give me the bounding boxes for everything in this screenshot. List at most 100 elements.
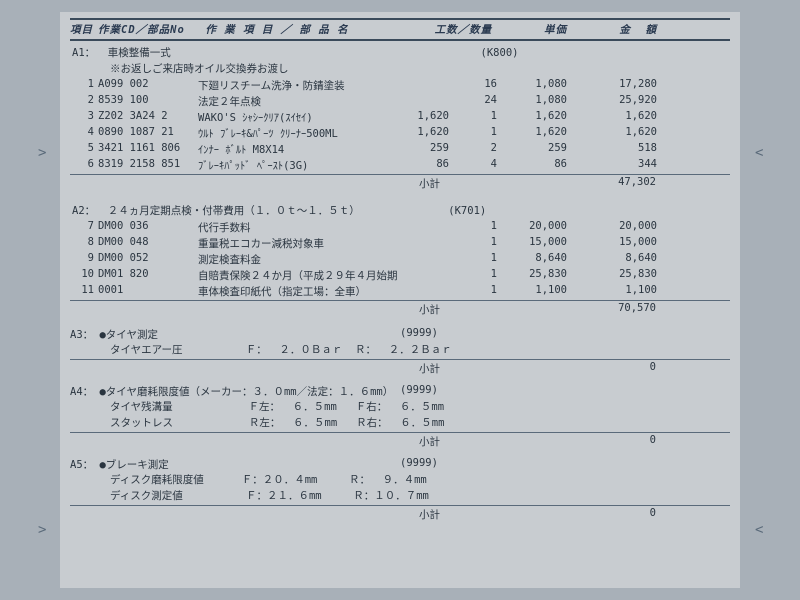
row-kosu: 259 [398,142,453,157]
row-name: WAKO'S ｼｬｼｰｸﾘｱ(ｽｲｾｲ) [198,110,398,125]
measure-line: ディスク磨耗限度値 Ｆ：２０．４mm Ｒ： ９．４mm [70,472,730,488]
row-code: 0890 1087 21 [98,126,198,141]
subtotal-value: 0 [570,507,660,522]
section-a5: A5： ●ブレーキ測定 (9999) ディスク磨耗限度値 Ｆ：２０．４mm Ｒ：… [70,457,730,522]
row-kin: 1,620 [571,110,661,125]
row-kosu [398,236,453,251]
subtotal-label: 小計 [70,302,570,317]
row-code: 0001 [98,284,198,299]
measure-line: タイヤエアー圧 Ｆ： ２．０Ｂａｒ Ｒ： ２．２Ｂａｒ [70,342,730,358]
row-tanka: 259 [501,142,571,157]
row-kosu [398,220,453,235]
table-row: 3Z202 3A24 2WAKO'S ｼｬｼｰｸﾘｱ(ｽｲｾｲ)1,62011,… [70,109,730,125]
row-qty: 16 [453,78,501,93]
row-tanka: 8,640 [501,252,571,267]
row-name: ﾌﾞﾚｰｷﾊﾟｯﾄﾞ ﾍﾟｰｽﾄ(3G) [198,158,398,173]
table-row: 28539 100法定２年点検241,08025,920 [70,93,730,109]
table-row: 53421 1161 806ｲﾝﾅｰ ﾎﾞﾙﾄ M8X142592259518 [70,141,730,157]
table-row: 9DM00 052測定検査料金18,6408,640 [70,251,730,267]
section-note: ※お返しご来店時オイル交換券お渡し [70,61,730,77]
row-num: 2 [70,94,98,109]
section-title: A1： 車検整備一式 (K800) [70,43,730,61]
row-code: A099 002 [98,78,198,93]
row-name: ｲﾝﾅｰ ﾎﾞﾙﾄ M8X14 [198,142,398,157]
row-kin: 1,100 [571,284,661,299]
table-row: 10DM01 820自賠責保険２４か月（平成２９年４月始期から）125,8302… [70,267,730,283]
row-tanka: 15,000 [501,236,571,251]
row-kin: 344 [571,158,661,173]
caret-right-icon: < [755,522,763,538]
row-code: DM00 048 [98,236,198,251]
section-a2: A2： ２４ヵ月定期点検・付帯費用（１．０ｔ～１．５ｔ） (K701) 7DM0… [70,201,730,317]
measure-line: スタットレス Ｒ左： ６．５mm Ｒ右： ６．５mm [70,415,730,431]
row-num: 7 [70,220,98,235]
row-num: 8 [70,236,98,251]
row-kin: 518 [571,142,661,157]
caret-left-icon: > [38,522,46,538]
row-code: 3421 1161 806 [98,142,198,157]
caret-right-icon: < [755,145,763,161]
subtotal-label: 小計 [70,176,570,191]
col-tanka: 単価 [501,22,571,37]
row-code: 8539 100 [98,94,198,109]
subtotal-row: 小計 70,570 [70,300,730,317]
row-tanka: 25,830 [501,268,571,283]
table-row: 1A099 002下廻リスチーム洗浄・防錆塗装161,08017,280 [70,77,730,93]
section-title: A4： ●タイヤ磨耗限度値（メーカー：３．０mm／法定：１．６mm） (9999… [70,384,730,399]
row-kosu [398,268,453,283]
row-name: 自賠責保険２４か月（平成２９年４月始期から） [198,268,398,283]
row-qty: 1 [453,126,501,141]
row-name: ｳﾙﾄ ﾌﾞﾚｰｷ&ﾊﾟｰﾂ ｸﾘｰﾅｰ500ML [198,126,398,141]
col-kin: 金 額 [571,22,661,37]
subtotal-row: 小計 0 [70,432,730,449]
row-qty: 1 [453,252,501,267]
table-row: 8DM00 048重量税エコカー減税対象車115,00015,000 [70,235,730,251]
row-kin: 20,000 [571,220,661,235]
subtotal-value: 0 [570,434,660,449]
row-name: 重量税エコカー減税対象車 [198,236,398,251]
row-kosu: 86 [398,158,453,173]
table-row: 40890 1087 21ｳﾙﾄ ﾌﾞﾚｰｷ&ﾊﾟｰﾂ ｸﾘｰﾅｰ500ML1,… [70,125,730,141]
col-kosu: 工数／数量 [398,22,501,37]
caret-left-icon: > [38,145,46,161]
subtotal-value: 47,302 [570,176,660,191]
row-qty: 1 [453,220,501,235]
row-tanka: 1,080 [501,78,571,93]
row-code: Z202 3A24 2 [98,110,198,125]
row-kosu [398,252,453,267]
row-code: DM00 052 [98,252,198,267]
row-num: 3 [70,110,98,125]
table-row: 110001車体検査印紙代（指定工場：全車）11,1001,100 [70,283,730,299]
invoice-page: 項目 作業CD／部品No 作 業 項 目 ／ 部 品 名 工数／数量 単価 金 … [60,12,740,588]
measure-line: ディスク測定値 Ｆ：２１．６mm Ｒ：１０．７mm [70,488,730,504]
row-name: 下廻リスチーム洗浄・防錆塗装 [198,78,398,93]
row-kin: 8,640 [571,252,661,267]
row-tanka: 1,620 [501,110,571,125]
col-item: 項目 [70,22,98,37]
row-code: DM00 036 [98,220,198,235]
measure-line: タイヤ残溝量 Ｆ左： ６．５mm Ｆ右： ６．５mm [70,399,730,415]
row-qty: 24 [453,94,501,109]
row-kosu: 1,620 [398,126,453,141]
subtotal-label: 小計 [70,507,570,522]
row-qty: 4 [453,158,501,173]
row-name: 法定２年点検 [198,94,398,109]
row-qty: 1 [453,236,501,251]
row-qty: 1 [453,268,501,283]
row-num: 1 [70,78,98,93]
subtotal-value: 70,570 [570,302,660,317]
section-title: A3： ●タイヤ測定 (9999) [70,327,730,342]
row-kosu [398,94,453,109]
row-tanka: 86 [501,158,571,173]
row-kosu [398,78,453,93]
row-tanka: 1,080 [501,94,571,109]
section-a3: A3： ●タイヤ測定 (9999) タイヤエアー圧 Ｆ： ２．０Ｂａｒ Ｒ： ２… [70,327,730,376]
subtotal-row: 小計 0 [70,505,730,522]
table-row: 7DM00 036代行手数料120,00020,000 [70,219,730,235]
row-code: 8319 2158 851 [98,158,198,173]
row-num: 6 [70,158,98,173]
table-header: 項目 作業CD／部品No 作 業 項 目 ／ 部 品 名 工数／数量 単価 金 … [70,18,730,41]
row-tanka: 1,100 [501,284,571,299]
col-code: 作業CD／部品No [98,22,198,37]
row-qty: 2 [453,142,501,157]
